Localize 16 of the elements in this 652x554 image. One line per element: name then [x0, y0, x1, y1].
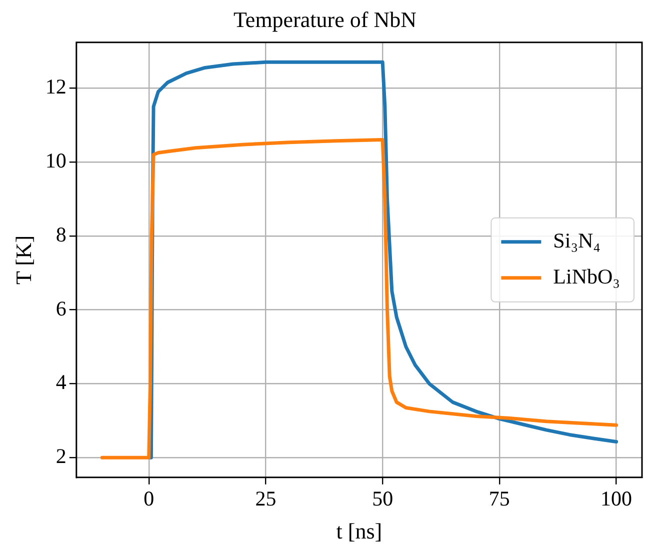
y-tick-label: 6 — [56, 296, 66, 320]
x-tick-label: 100 — [600, 486, 632, 511]
y-tick-label: 4 — [56, 370, 67, 394]
x-tick-label: 25 — [255, 486, 276, 511]
y-tick-label: 12 — [45, 74, 66, 99]
y-axis-title: T [K] — [10, 235, 36, 284]
legend-label: Si₃N₄ — [553, 228, 601, 252]
legend-label: LiNbO₃ — [553, 264, 620, 288]
chart-title: Temperature of NbN — [234, 6, 417, 32]
x-tick-label: 50 — [372, 486, 394, 511]
y-tick-label: 10 — [45, 148, 66, 172]
x-tick-label: 75 — [488, 486, 510, 511]
x-tick-label: 0 — [144, 486, 154, 511]
y-tick-label: 8 — [56, 222, 66, 246]
x-axis-title: t [ns] — [336, 518, 382, 544]
y-tick-label: 2 — [56, 444, 66, 468]
